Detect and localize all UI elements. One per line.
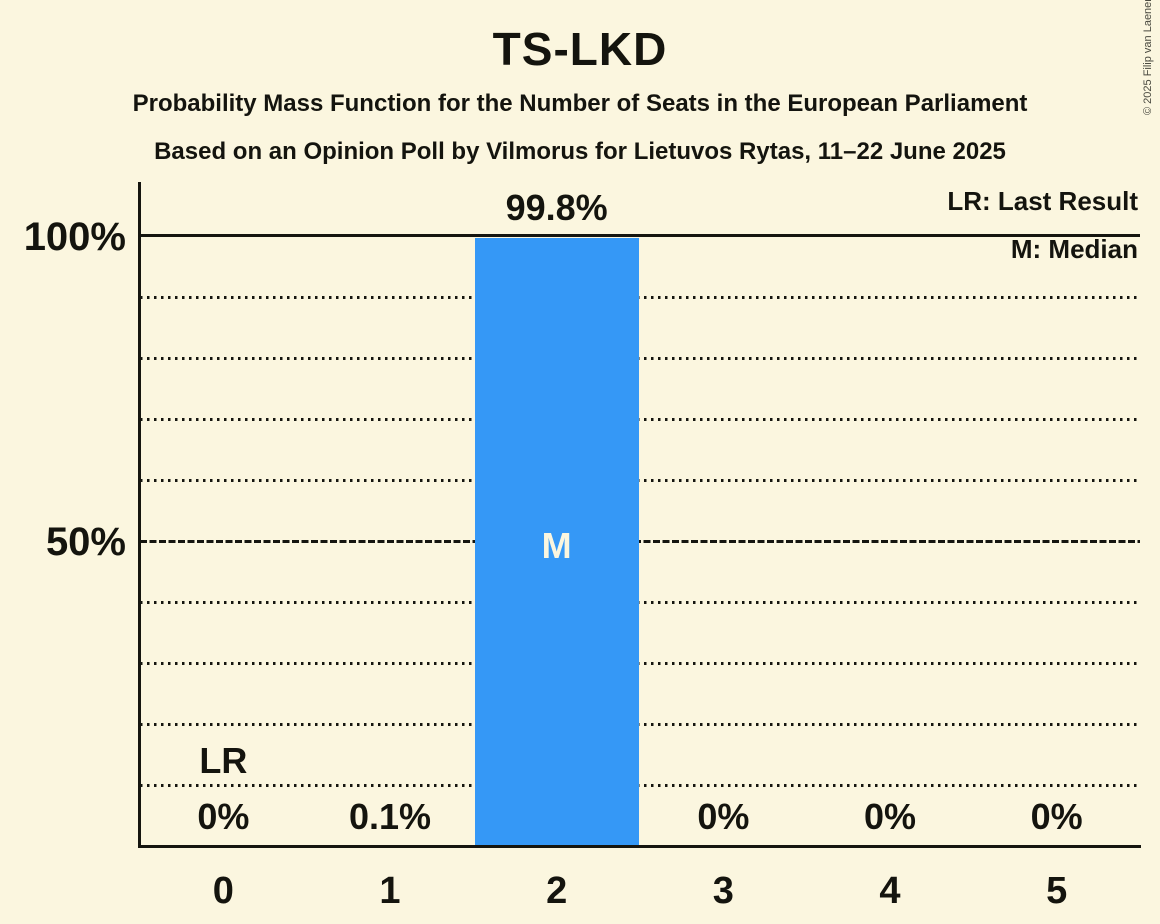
chart-source-subtitle: Based on an Opinion Poll by Vilmorus for…	[154, 138, 1006, 165]
value-label-seats-5: 0%	[1030, 796, 1083, 837]
value-label-seats-3: 0%	[697, 796, 750, 837]
x-tick-label-0: 0	[212, 870, 234, 912]
value-label-seats-0: 0%	[197, 796, 250, 837]
x-tick-label-4: 4	[879, 870, 901, 912]
median-marker: M	[541, 524, 572, 566]
chart-subtitle: Probability Mass Function for the Number…	[132, 90, 1028, 117]
legend-median: M: Median	[1010, 234, 1138, 264]
y-tick-label-100: 100%	[23, 215, 126, 259]
gridline-40-percent	[140, 601, 1140, 605]
gridline-60-percent	[140, 478, 1140, 482]
bar-seats-2	[474, 238, 639, 847]
page-title: TS-LKD	[492, 23, 668, 75]
gridline-20-percent	[140, 723, 1140, 727]
x-tick-label-3: 3	[712, 870, 734, 912]
gridline-70-percent	[140, 417, 1140, 421]
gridline-10-percent	[140, 784, 1140, 788]
y-tick-label-50: 50%	[45, 520, 126, 564]
legend-last-result: LR: Last Result	[947, 186, 1138, 216]
gridline-80-percent	[140, 356, 1140, 360]
x-tick-label-2: 2	[546, 870, 568, 912]
gridline-30-percent	[140, 662, 1140, 666]
gridline-100-percent	[140, 234, 1140, 237]
x-tick-label-5: 5	[1046, 870, 1068, 912]
value-label-seats-2: 99.8%	[505, 187, 608, 228]
gridline-50-percent	[140, 540, 1140, 543]
x-tick-label-1: 1	[379, 870, 401, 912]
copyright-notice: © 2025 Filip van Laenen	[1142, 0, 1154, 115]
gridline-90-percent	[140, 295, 1140, 299]
y-axis-line	[138, 182, 141, 848]
last-result-marker: LR	[199, 740, 248, 781]
value-label-seats-1: 0.1%	[348, 796, 432, 837]
value-label-seats-4: 0%	[863, 796, 916, 837]
x-axis-line	[138, 845, 1141, 848]
